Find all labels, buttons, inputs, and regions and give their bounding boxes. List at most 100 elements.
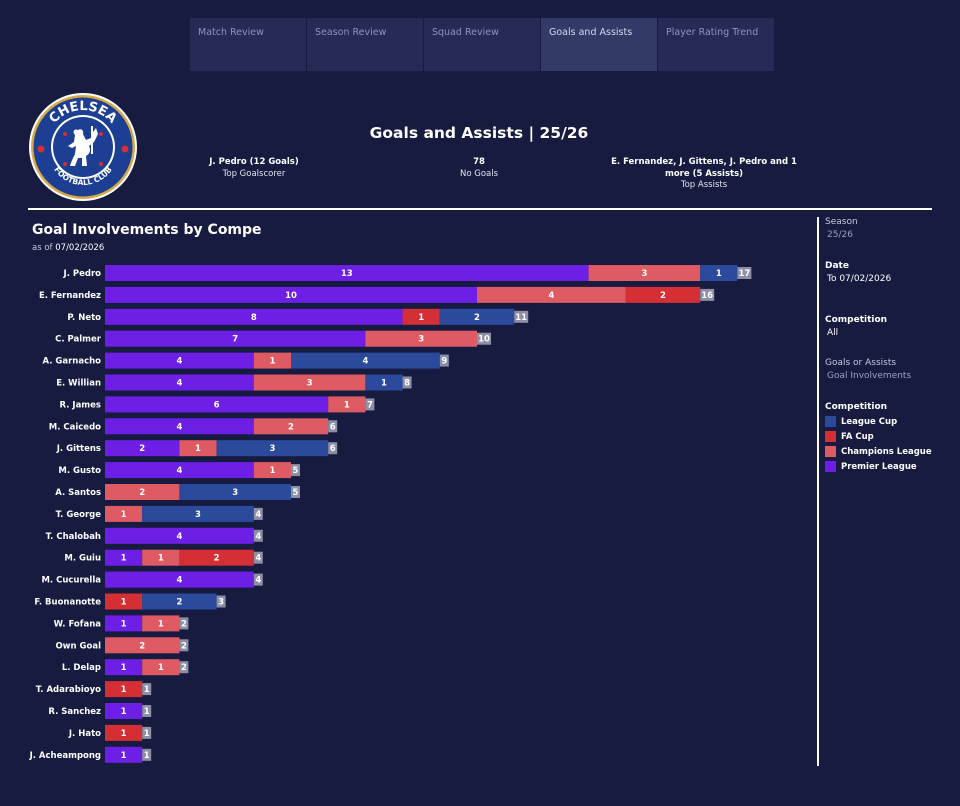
bar-champions-league-m-gusto[interactable] [253,462,291,479]
kpi-top-goalscorer: J. Pedro (12 Goals) Top Goalscorer [180,157,328,180]
bar-champions-league-a-santos[interactable] [105,484,180,500]
legend-item-champions-league[interactable]: Champions League [825,446,932,457]
bar-champions-league-e-fernandez[interactable] [477,286,626,303]
date-filter-value[interactable]: To 07/02/2026 [827,274,892,284]
goals-or-assists-filter[interactable]: Goals or Assists Goal Involvements [825,358,911,381]
tab-goals-and-assists[interactable]: Goals and Assists [541,18,657,71]
category-label-m-guiu: M. Guiu [64,554,101,564]
tab-player-rating-trend[interactable]: Player Rating Trend [658,18,774,71]
legend-label-premier-league: Premier League [841,461,917,472]
bar-champions-league-j-gittens[interactable] [179,440,217,457]
bar-value-league-cup-p-neto: 2 [474,313,480,323]
bar-champions-league-c-palmer[interactable] [365,330,477,347]
category-label-e-fernandez: E. Fernandez [39,291,101,301]
bar-league-cup-a-garnacho[interactable] [291,352,440,369]
date-filter[interactable]: Date To 07/02/2026 [825,261,891,284]
bar-premier-league-e-fernandez[interactable] [105,286,477,303]
bar-value-champions-league-e-fernandez: 4 [548,291,554,301]
competition-filter[interactable]: Competition All [825,315,887,338]
bar-league-cup-e-willian[interactable] [365,374,403,391]
bar-premier-league-t-chalobah[interactable] [105,527,254,544]
total-badge-a-garnacho [439,354,449,367]
total-label-r-sanchez: 1 [144,707,150,717]
bar-value-league-cup-j-gittens: 3 [269,444,275,454]
bar-premier-league-a-garnacho[interactable] [105,352,254,369]
bar-champions-league-j-pedro[interactable] [588,265,701,281]
competition-filter-value[interactable]: All [827,328,839,338]
bar-fa-cup-e-fernandez[interactable] [625,286,701,303]
bar-value-premier-league-e-willian: 4 [176,379,182,389]
bar-champions-league-r-james[interactable] [328,396,366,413]
bar-champions-league-own-goal[interactable] [105,637,180,654]
tab-season-review[interactable]: Season Review [307,18,423,71]
bar-fa-cup-p-neto[interactable] [402,308,440,325]
bar-premier-league-w-fofana[interactable] [105,615,143,632]
category-label-t-adarabioyo: T. Adarabioyo [36,685,101,695]
bar-champions-league-w-fofana[interactable] [142,615,180,632]
bar-fa-cup-f-buonanotte[interactable] [105,593,143,610]
legend-item-league-cup[interactable]: League Cup [825,416,932,427]
bar-premier-league-j-acheampong[interactable] [105,746,143,763]
legend-swatch-premier-league [825,461,836,472]
bar-premier-league-e-willian[interactable] [105,374,254,391]
season-filter[interactable]: Season 25/26 [825,217,858,240]
bar-fa-cup-m-guiu[interactable] [179,549,254,566]
bar-champions-league-t-george[interactable] [105,505,143,522]
bar-champions-league-m-guiu[interactable] [142,549,180,566]
bar-premier-league-m-caicedo[interactable] [105,418,254,435]
bar-champions-league-e-willian[interactable] [253,374,366,391]
legend-title: Competition [825,402,888,412]
total-label-t-adarabioyo: 1 [144,685,150,695]
bar-value-champions-league-c-palmer: 3 [418,335,424,345]
bar-league-cup-t-george[interactable] [142,505,254,522]
total-badge-m-gusto [291,464,300,477]
category-label-r-james: R. James [60,400,101,410]
bar-premier-league-m-guiu[interactable] [105,549,143,566]
tab-match-review[interactable]: Match Review [190,18,306,71]
category-label-c-palmer: C. Palmer [55,335,102,345]
category-label-e-willian: E. Willian [56,379,101,389]
bar-champions-league-l-delap[interactable] [142,659,180,676]
kpi-top-goalscorer-label: Top Goalscorer [222,168,286,179]
bar-fa-cup-t-adarabioyo[interactable] [105,681,143,698]
bar-premier-league-r-james[interactable] [105,396,329,413]
bar-premier-league-p-neto[interactable] [105,308,403,325]
bar-value-premier-league-t-chalobah: 4 [176,532,182,542]
bar-league-cup-j-gittens[interactable] [216,440,329,457]
bar-value-fa-cup-t-adarabioyo: 1 [121,685,127,695]
bar-league-cup-j-pedro[interactable] [700,265,738,281]
total-label-c-palmer: 10 [478,335,490,345]
bar-league-cup-a-santos[interactable] [179,484,291,500]
bar-premier-league-j-gittens[interactable] [105,440,180,457]
bar-fa-cup-j-hato[interactable] [105,724,143,741]
bar-value-champions-league-r-james: 1 [344,400,350,410]
bar-value-fa-cup-j-hato: 1 [121,729,127,739]
goals-or-assists-value[interactable]: Goal Involvements [827,371,912,381]
tab-squad-review[interactable]: Squad Review [424,18,540,71]
kpi-top-assists-value: E. Fernandez, J. Gittens, J. Pedro and 1… [611,157,797,179]
as-of-value: 07/02/2026 [55,243,105,253]
bar-champions-league-a-garnacho[interactable] [253,352,291,369]
season-filter-value[interactable]: 25/26 [827,230,853,240]
category-label-w-fofana: W. Fofana [54,619,102,629]
bar-league-cup-p-neto[interactable] [439,308,515,325]
bar-premier-league-m-gusto[interactable] [105,462,254,479]
total-badge-j-acheampong [142,748,152,761]
bar-value-premier-league-c-palmer: 7 [232,335,238,345]
bar-premier-league-j-pedro[interactable] [105,265,589,281]
kpi-no-goals-value: 78 [473,157,485,167]
bar-premier-league-m-cucurella[interactable] [105,571,254,588]
bar-value-premier-league-w-fofana: 1 [121,619,127,629]
legend-item-premier-league[interactable]: Premier League [825,461,932,472]
category-label-t-george: T. George [56,510,102,520]
bar-value-premier-league-a-garnacho: 4 [176,357,182,367]
bar-value-league-cup-j-pedro: 1 [716,269,722,279]
bar-value-champions-league-m-gusto: 1 [269,466,275,476]
legend-item-fa-cup[interactable]: FA Cup [825,431,932,442]
bar-champions-league-m-caicedo[interactable] [253,418,329,435]
bar-premier-league-r-sanchez[interactable] [105,703,143,719]
bar-value-fa-cup-e-fernandez: 2 [660,291,666,301]
bar-premier-league-l-delap[interactable] [105,659,143,676]
bar-league-cup-f-buonanotte[interactable] [142,593,217,610]
bar-premier-league-c-palmer[interactable] [105,330,366,347]
